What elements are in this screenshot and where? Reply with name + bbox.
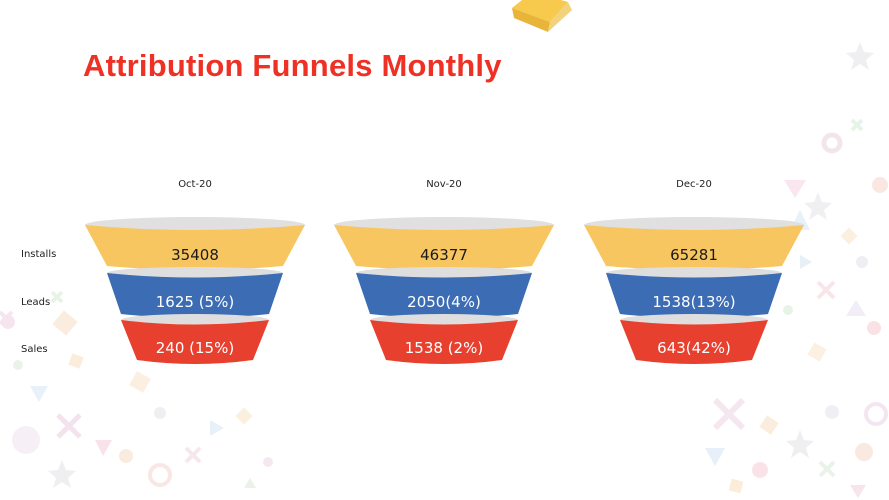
installs-band [584,225,804,270]
leads-value: 2050(4%) [407,293,481,311]
installs-band [85,225,305,270]
installs-value: 35408 [171,246,219,264]
leads-value: 1625 (5%) [156,293,234,311]
funnel-month-oct: Oct-20 [178,179,212,190]
funnel-month-dec: Dec-20 [676,179,712,190]
funnel-nov: 46377 2050(4%) 1538 (2%) [334,217,554,364]
funnel-oct: 35408 1625 (5%) 240 (15%) [85,217,305,364]
funnel-rim [370,314,518,326]
sales-band [370,320,518,364]
installs-value: 46377 [420,246,468,264]
funnel-rim [356,267,532,279]
funnel-rim [620,314,768,326]
sales-value: 1538 (2%) [405,339,483,357]
sales-band [121,320,269,364]
stage-label-installs: Installs [21,249,57,260]
stage-label-sales: Sales [21,344,48,355]
funnel-rim [107,267,283,279]
funnel-rim [606,267,782,279]
page-title: Attribution Funnels Monthly [83,48,502,83]
sales-value: 240 (15%) [156,339,234,357]
cube-decoration [512,0,572,32]
leads-band [107,273,283,318]
installs-value: 65281 [670,246,718,264]
funnel-rim [121,314,269,326]
funnel-month-nov: Nov-20 [426,179,462,190]
stage-label-leads: Leads [21,297,51,308]
installs-band [334,225,554,270]
leads-band [606,273,782,318]
funnel-dec: 65281 1538(13%) 643(42%) [584,217,804,364]
sales-band [620,320,768,364]
leads-value: 1538(13%) [652,293,735,311]
sales-value: 643(42%) [657,339,731,357]
leads-band [356,273,532,318]
